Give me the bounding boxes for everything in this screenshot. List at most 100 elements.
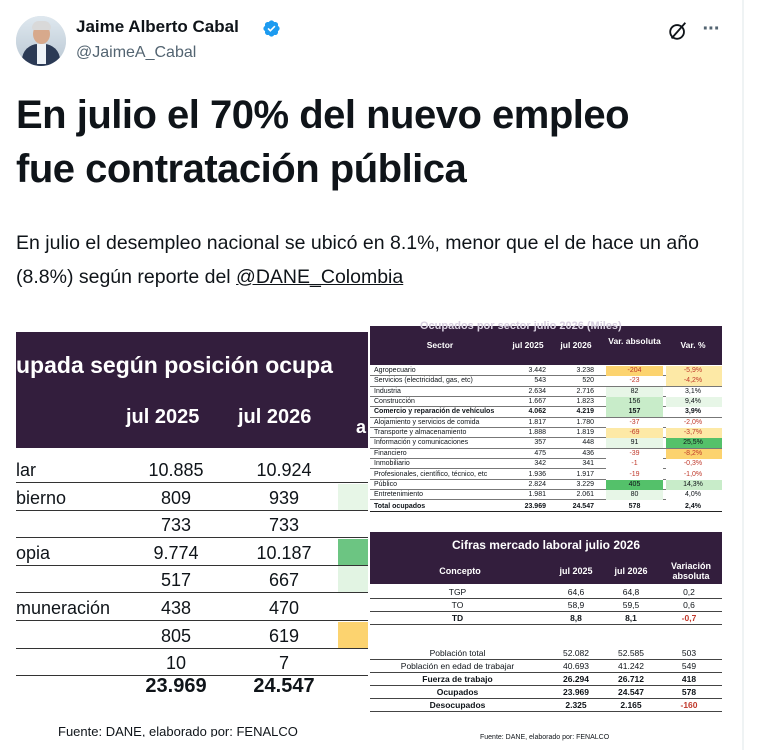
sector-var-pct: -5,9% <box>683 367 703 374</box>
market-jul2026: 52.585 <box>618 648 644 658</box>
sector-col-sector: Sector <box>426 340 454 350</box>
verified-badge-icon <box>263 20 280 37</box>
sector-jul2026: 1.819 <box>576 429 594 437</box>
left-row-jul2025: 438 <box>160 598 192 618</box>
sector-var-abs: -1 <box>631 460 638 468</box>
sector-jul2025: 3.442 <box>528 367 546 374</box>
sector-col-jul2026: jul 2026 <box>560 340 592 350</box>
grok-icon[interactable] <box>667 20 689 42</box>
market-variation: 418 <box>681 674 697 684</box>
sector-var-abs-cell <box>606 448 663 459</box>
sector-var-pct-cell <box>666 417 722 428</box>
left-col-jul2026: jul 2026 <box>238 406 312 428</box>
left-row-color-cell <box>338 483 368 510</box>
sector-var-pct: 25,5% <box>683 439 703 447</box>
sector-var-abs-cell <box>606 376 663 387</box>
sector-var-abs-cell <box>606 386 663 397</box>
sector-row: Agropecuario 3.442 3.238 -204 -5,9% <box>370 366 722 377</box>
left-row-jul2026: 10.187 <box>256 542 312 563</box>
sector-jul2025: 4.062 <box>528 408 546 416</box>
market-jul2025: 40.693 <box>563 661 589 671</box>
left-total-jul2026: 24.547 <box>253 675 315 697</box>
sector-var-pct: 3,1% <box>685 387 701 395</box>
sector-var-abs: -37 <box>629 418 640 426</box>
left-row-jul2025: 9.774 <box>153 542 199 563</box>
sector-var-abs: -69 <box>629 429 640 437</box>
market-jul2026: 8,1 <box>625 613 637 623</box>
sector-jul2025: 1.936 <box>528 470 546 478</box>
market-concept: Población total <box>429 648 486 658</box>
sector-name: Profesionales, científico, técnico, etc <box>374 470 488 478</box>
market-table-header: Concepto jul 2025 jul 2026 Variación abs… <box>370 558 722 584</box>
sector-jul2025: 342 <box>534 460 546 468</box>
sector-var-abs: 82 <box>630 387 639 395</box>
left-row-label: lar <box>16 460 37 480</box>
sector-jul2026: 520 <box>582 377 594 385</box>
left-row-jul2025: 10.885 <box>148 460 204 480</box>
sector-var-pct-cell <box>666 438 722 449</box>
left-table-row: lar 10.885 10.924 <box>16 456 368 483</box>
market-variation: 0,6 <box>683 600 695 610</box>
sector-var-abs-cell <box>606 428 663 439</box>
sector-var-pct: -2,0% <box>683 418 703 426</box>
sector-name: Entretenimiento <box>374 491 424 499</box>
attached-images[interactable]: upada según posición ocupa jul 2025 jul … <box>0 320 742 750</box>
sector-var-abs-cell <box>606 397 663 408</box>
market-jul2025: 26.294 <box>563 674 589 684</box>
more-options-icon[interactable]: ··· <box>702 18 721 40</box>
sector-jul2025: 2.634 <box>528 387 546 395</box>
sector-row: Servicios (electricidad, gas, etc) 543 520… <box>370 376 722 387</box>
mention-link[interactable]: @DANE_Colombia <box>236 266 404 288</box>
left-row-jul2025: 809 <box>160 487 192 508</box>
sector-var-abs: 80 <box>630 491 639 499</box>
market-concept: Fuerza de trabajo <box>422 674 493 684</box>
sector-var-abs-cell <box>606 366 663 376</box>
sector-jul2026: 436 <box>582 449 594 457</box>
sector-row: Profesionales, científico, técnico, etc 1… <box>370 469 722 480</box>
sector-table-image[interactable]: Ocupados por sector julio 2026 (Miles) S… <box>370 320 722 531</box>
sector-var-pct-cell <box>666 397 722 408</box>
sector-var-pct: 14,3% <box>683 480 703 488</box>
tweet-headline: En julio el 70% del nuevo empleo fue con… <box>16 88 736 196</box>
author-handle[interactable]: @JaimeA_Cabal <box>76 44 197 61</box>
left-table-row: 517 667 <box>16 566 368 594</box>
left-row-jul2026: 7 <box>278 653 289 674</box>
left-total-jul2025: 23.969 <box>145 675 207 697</box>
sector-row: Inmobiliario 342 341 -1 -0,3% <box>370 459 722 470</box>
sector-var-abs: -19 <box>629 470 640 478</box>
author-name[interactable]: Jaime Alberto Cabal <box>76 17 239 36</box>
left-row-jul2026: 619 <box>268 625 300 646</box>
sector-jul2026: 448 <box>582 439 594 447</box>
left-row-jul2025: 733 <box>160 515 192 536</box>
sector-var-pct-cell <box>666 469 722 480</box>
sector-row: Información y comunicaciones 357 448 91 25,5… <box>370 438 722 449</box>
market-variation: 503 <box>681 648 697 658</box>
market-row: TD 8,8 8,1 -0,7 <box>370 612 722 625</box>
left-row-jul2025: 10 <box>165 653 187 674</box>
market-jul2025: 2.325 <box>565 700 587 710</box>
market-jul2026: 26.712 <box>618 674 644 684</box>
sector-var-abs-cell <box>606 479 663 490</box>
market-concept: Población en edad de trabajar <box>400 661 515 671</box>
left-row-color-cell <box>338 456 368 482</box>
market-row: Ocupados 23.969 24.547 578 <box>370 686 722 699</box>
labor-market-table-image[interactable]: Cifras mercado laboral julio 2026 Concep… <box>370 532 722 750</box>
left-row-label: muneración <box>16 598 111 618</box>
market-concept: Desocupados <box>429 700 486 710</box>
market-table-source: Fuente: DANE, elaborado por: FENALCO <box>480 734 610 741</box>
sector-var-abs-cell <box>606 490 663 501</box>
left-table-image[interactable]: upada según posición ocupa jul 2025 jul … <box>16 332 368 737</box>
sector-name: Inmobiliario <box>374 460 410 468</box>
left-row-color-cell <box>338 649 368 676</box>
left-col-partial: a <box>356 417 367 437</box>
column-divider <box>742 0 744 750</box>
sector-total-a: 23.969 <box>524 502 546 510</box>
tweet-body-text: En julio el desempleo nacional se ubicó … <box>16 232 699 288</box>
sector-var-abs-cell <box>606 469 663 480</box>
avatar[interactable] <box>16 16 66 66</box>
sector-table-clipped-title: Ocupados por sector julio 2026 (Miles) <box>420 320 622 332</box>
market-concept: TGP <box>448 587 467 597</box>
sector-row: Industria 2.634 2.716 82 3,1% <box>370 386 722 397</box>
sector-var-abs-cell <box>606 438 663 449</box>
left-row-jul2026: 10.924 <box>256 460 312 480</box>
